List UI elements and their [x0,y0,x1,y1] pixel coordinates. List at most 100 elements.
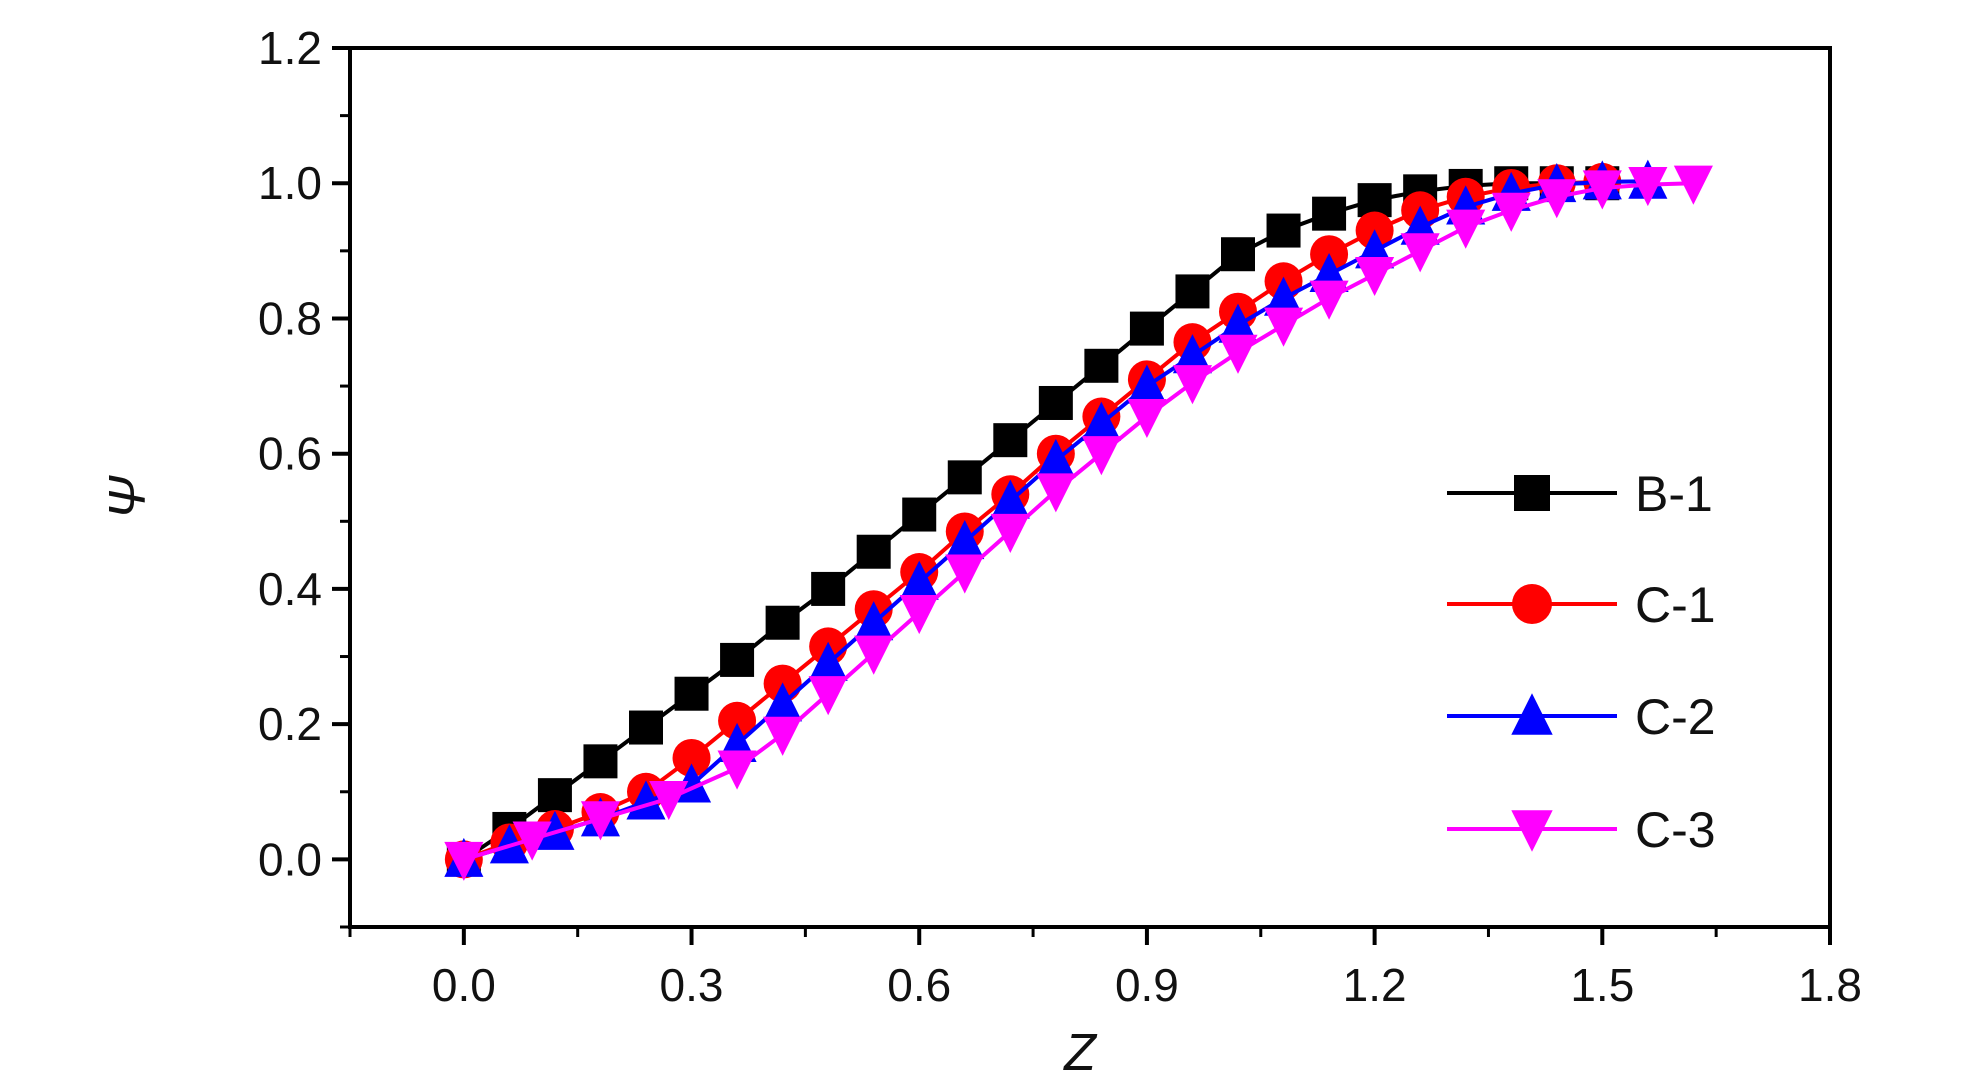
data-point-c-3 [1582,170,1622,210]
data-point-c-2 [1172,334,1213,374]
y-tick-label: 1.2 [258,22,322,74]
data-point-c-3 [1036,473,1076,513]
legend-marker-b-1 [1514,475,1550,511]
data-point-c-3 [1309,280,1349,320]
y-tick-label: 0.4 [258,563,322,615]
data-point-c-2 [945,520,985,560]
legend-marker-c-3 [1511,810,1553,852]
data-point-c-2 [1127,364,1167,404]
data-point-c-3 [1400,233,1440,273]
data-point-b-1 [811,571,846,606]
data-point-c-2 [990,479,1030,519]
data-point-c-2 [1036,438,1076,479]
series-c-3 [444,165,1713,881]
data-point-c-1 [718,701,757,740]
data-point-c-3 [990,513,1030,553]
y-tick-label: 0.0 [258,833,322,885]
legend-label-c-3: C-3 [1635,802,1716,858]
data-point-c-3 [808,676,848,716]
legend-item-b-1: B-1 [1447,466,1713,522]
series-line-c-2 [463,179,1648,862]
data-point-b-1 [902,497,937,532]
x-tick-label: 0.0 [432,959,496,1011]
plot-frame [348,46,1832,929]
legend-item-c-1: C-1 [1447,577,1716,633]
y-tick-label: 0.8 [258,292,322,344]
data-point-b-1 [993,423,1028,458]
axes-layer: 0.0 0.3 0.6 0.9 1.2 1.5 1.8 0.0 0.2 0.4 0.6 0.8 1.0 1… [99,22,1862,1082]
data-point-b-1 [1038,385,1073,420]
data-point-c-3 [1263,307,1304,347]
data-point-c-3 [1081,436,1121,476]
data-point-c-3 [512,821,552,861]
legend-layer: B-1 C-1 C-2 C-3 [1447,466,1716,858]
series-c-2 [444,159,1668,877]
y-axis-title: Ψ [99,475,157,519]
series-line-c-1 [463,179,1603,862]
data-point-c-3 [1537,179,1577,219]
legend-item-c-3: C-3 [1447,802,1716,858]
series-b-1 [446,166,1620,877]
data-point-c-2 [1081,401,1121,441]
data-point-b-1 [629,710,663,745]
data-point-c-2 [808,641,848,681]
legend-label-c-2: C-2 [1635,689,1716,745]
data-point-b-1 [1084,348,1119,383]
series-line-c-3 [463,181,1694,862]
data-point-b-1 [947,460,982,495]
x-tick-label: 1.8 [1798,959,1862,1011]
data-point-b-1 [1312,196,1347,231]
legend-marker-c-2 [1511,693,1553,735]
data-point-c-2 [1218,303,1258,343]
data-point-b-1 [674,676,709,711]
legend-label-c-1: C-1 [1635,577,1716,633]
data-point-c-3 [1355,256,1395,297]
data-point-c-3 [649,780,689,821]
x-tick-label: 0.6 [887,959,951,1011]
data-point-c-2 [899,560,939,600]
data-point-b-1 [1175,274,1210,309]
x-tick-label: 0.9 [1115,959,1179,1011]
data-point-c-3 [1491,192,1531,232]
data-point-b-1 [856,534,891,569]
series-layer [444,159,1713,881]
y-tick-label: 0.2 [258,698,322,750]
data-point-b-1 [1129,311,1164,346]
data-point-c-3 [1628,167,1668,207]
data-point-c-3 [1127,398,1167,439]
data-point-c-3 [444,841,484,881]
data-point-c-2 [763,682,803,722]
legend-marker-c-1 [1512,584,1552,624]
data-point-c-3 [945,554,985,594]
x-axis-title: Z [1062,1024,1098,1082]
data-point-c-3 [717,750,757,790]
data-point-b-1 [583,744,618,779]
data-point-c-3 [1673,165,1713,205]
data-point-c-2 [854,601,894,641]
x-tick-label: 0.3 [660,959,724,1011]
data-point-c-2 [1263,276,1304,316]
data-point-b-1 [1266,213,1301,248]
data-point-b-1 [537,778,572,813]
data-point-b-1 [1357,183,1392,218]
x-tick-label: 1.5 [1570,959,1634,1011]
y-tick-label: 1.0 [258,157,322,209]
data-point-c-3 [580,801,621,841]
x-tick-label: 1.2 [1343,959,1407,1011]
series-c-1 [444,162,1622,879]
legend-item-c-2: C-2 [1447,689,1716,745]
data-point-c-3 [1218,334,1258,374]
data-point-c-3 [1446,209,1486,249]
data-point-c-3 [899,595,939,635]
data-point-b-1 [765,605,800,640]
legend-label-b-1: B-1 [1635,466,1713,522]
y-tick-label: 0.6 [258,428,322,480]
data-point-b-1 [720,642,755,677]
data-point-c-3 [854,635,894,675]
data-point-c-1 [672,738,711,777]
data-point-c-3 [763,716,803,756]
data-point-b-1 [1221,237,1255,272]
series-line-b-1 [462,181,1603,862]
data-point-c-3 [1172,365,1213,405]
